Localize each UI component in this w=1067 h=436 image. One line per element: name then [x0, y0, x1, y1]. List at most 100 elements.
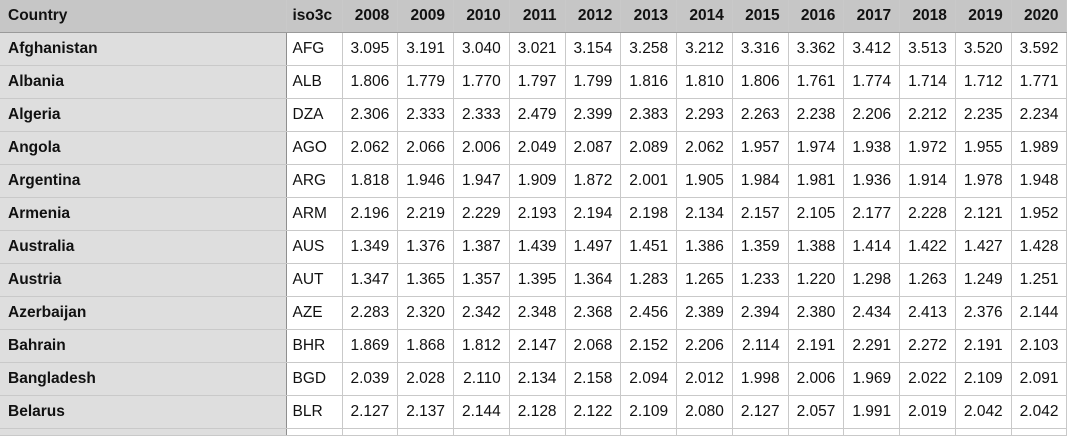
value-cell[interactable]: 1.978: [955, 164, 1012, 198]
value-cell[interactable]: 3.412: [843, 32, 901, 66]
value-cell[interactable]: 2.191: [955, 329, 1012, 363]
value-cell[interactable]: 1.948: [1011, 164, 1067, 198]
value-cell[interactable]: 3.095: [342, 32, 399, 66]
country-cell[interactable]: Albania: [0, 65, 287, 99]
value-cell[interactable]: 2.042: [955, 395, 1012, 429]
value-cell[interactable]: 2.320: [397, 296, 455, 330]
value-cell[interactable]: 1.349: [342, 230, 399, 264]
country-cell[interactable]: Argentina: [0, 164, 287, 198]
value-cell[interactable]: 2.127: [342, 395, 399, 429]
value-cell[interactable]: 2.272: [899, 329, 956, 363]
value-cell[interactable]: 1.938: [843, 131, 901, 165]
value-cell[interactable]: 2.306: [342, 98, 399, 132]
value-cell[interactable]: 2.087: [565, 131, 622, 165]
value-cell[interactable]: 2.228: [899, 197, 956, 231]
value-cell[interactable]: 2.019: [899, 395, 956, 429]
value-cell[interactable]: 2.263: [732, 98, 789, 132]
value-cell[interactable]: 2.128: [509, 395, 566, 429]
value-cell[interactable]: 1.869: [342, 329, 399, 363]
value-cell[interactable]: 2.109: [955, 362, 1012, 396]
value-cell[interactable]: 3.513: [899, 32, 956, 66]
value-cell[interactable]: 2.114: [732, 329, 789, 363]
value-cell[interactable]: 1.818: [342, 164, 399, 198]
iso3c-cell[interactable]: AGO: [286, 131, 343, 165]
value-cell[interactable]: 2.333: [397, 98, 455, 132]
value-cell[interactable]: 2.127: [732, 395, 789, 429]
country-cell[interactable]: Belarus: [0, 395, 287, 429]
value-cell[interactable]: 1.761: [788, 65, 845, 99]
column-header-year[interactable]: 2017: [843, 0, 901, 33]
value-cell[interactable]: 2.368: [565, 296, 622, 330]
value-cell[interactable]: 2.394: [732, 296, 789, 330]
country-cell[interactable]: Angola: [0, 131, 287, 165]
value-cell[interactable]: 2.122: [565, 395, 622, 429]
column-header-year[interactable]: 2010: [453, 0, 510, 33]
value-cell[interactable]: 2.158: [565, 362, 622, 396]
value-cell[interactable]: 2.380: [788, 296, 845, 330]
value-cell[interactable]: 2.234: [1011, 98, 1067, 132]
iso3c-cell[interactable]: ARG: [286, 164, 343, 198]
value-cell[interactable]: 1.981: [788, 164, 845, 198]
value-cell[interactable]: 1.810: [676, 65, 733, 99]
value-cell[interactable]: 2.235: [955, 98, 1012, 132]
value-cell[interactable]: 2.049: [509, 131, 566, 165]
value-cell[interactable]: 2.103: [1011, 329, 1067, 363]
value-cell[interactable]: 3.021: [509, 32, 566, 66]
column-header-year[interactable]: 2018: [899, 0, 956, 33]
value-cell[interactable]: 2.196: [342, 197, 399, 231]
value-cell[interactable]: 2.001: [620, 164, 678, 198]
value-cell[interactable]: 2.006: [453, 131, 510, 165]
value-cell[interactable]: 2.206: [843, 98, 901, 132]
value-cell[interactable]: 1.946: [397, 164, 455, 198]
value-cell[interactable]: 2.105: [788, 197, 845, 231]
value-cell[interactable]: 1.347: [342, 263, 399, 297]
column-header-year[interactable]: 2011: [509, 0, 566, 33]
value-cell[interactable]: 1.771: [1011, 65, 1067, 99]
value-cell[interactable]: 3.362: [788, 32, 845, 66]
country-cell[interactable]: Azerbaijan: [0, 296, 287, 330]
iso3c-cell[interactable]: BHR: [286, 329, 343, 363]
value-cell[interactable]: 2.022: [899, 362, 956, 396]
value-cell[interactable]: 2.479: [509, 98, 566, 132]
value-cell[interactable]: 1.712: [955, 65, 1012, 99]
value-cell[interactable]: 1.779: [397, 65, 455, 99]
country-cell[interactable]: Afghanistan: [0, 32, 287, 66]
column-header-year[interactable]: 2008: [342, 0, 399, 33]
column-header-year[interactable]: 2009: [397, 0, 455, 33]
value-cell[interactable]: 2.194: [565, 197, 622, 231]
column-header-year[interactable]: 2016: [788, 0, 845, 33]
iso3c-cell[interactable]: AFG: [286, 32, 343, 66]
value-cell[interactable]: 1.770: [453, 65, 510, 99]
value-cell[interactable]: 2.238: [788, 98, 845, 132]
value-cell[interactable]: 2.091: [1011, 362, 1067, 396]
column-header-year[interactable]: 2012: [565, 0, 622, 33]
value-cell[interactable]: 3.520: [955, 32, 1012, 66]
value-cell[interactable]: 2.291: [843, 329, 901, 363]
value-cell[interactable]: 1.909: [509, 164, 566, 198]
value-cell[interactable]: 1.714: [899, 65, 956, 99]
value-cell[interactable]: 2.434: [843, 296, 901, 330]
iso3c-cell[interactable]: AUT: [286, 263, 343, 297]
value-cell[interactable]: 1.952: [1011, 197, 1067, 231]
value-cell[interactable]: 2.293: [676, 98, 733, 132]
column-header-year[interactable]: 2013: [620, 0, 678, 33]
value-cell[interactable]: 2.006: [788, 362, 845, 396]
value-cell[interactable]: 2.193: [509, 197, 566, 231]
value-cell[interactable]: 2.348: [509, 296, 566, 330]
value-cell[interactable]: 1.428: [1011, 230, 1067, 264]
value-cell[interactable]: 1.249: [955, 263, 1012, 297]
value-cell[interactable]: 1.914: [899, 164, 956, 198]
value-cell[interactable]: 2.057: [788, 395, 845, 429]
value-cell[interactable]: 2.144: [453, 395, 510, 429]
value-cell[interactable]: 2.147: [509, 329, 566, 363]
value-cell[interactable]: 1.388: [788, 230, 845, 264]
value-cell[interactable]: 1.806: [732, 65, 789, 99]
iso3c-cell[interactable]: DZA: [286, 98, 343, 132]
value-cell[interactable]: 1.497: [565, 230, 622, 264]
value-cell[interactable]: 3.258: [620, 32, 678, 66]
value-cell[interactable]: 1.957: [732, 131, 789, 165]
value-cell[interactable]: 2.389: [676, 296, 733, 330]
value-cell[interactable]: 2.456: [620, 296, 678, 330]
value-cell[interactable]: 2.177: [843, 197, 901, 231]
value-cell[interactable]: 1.263: [899, 263, 956, 297]
